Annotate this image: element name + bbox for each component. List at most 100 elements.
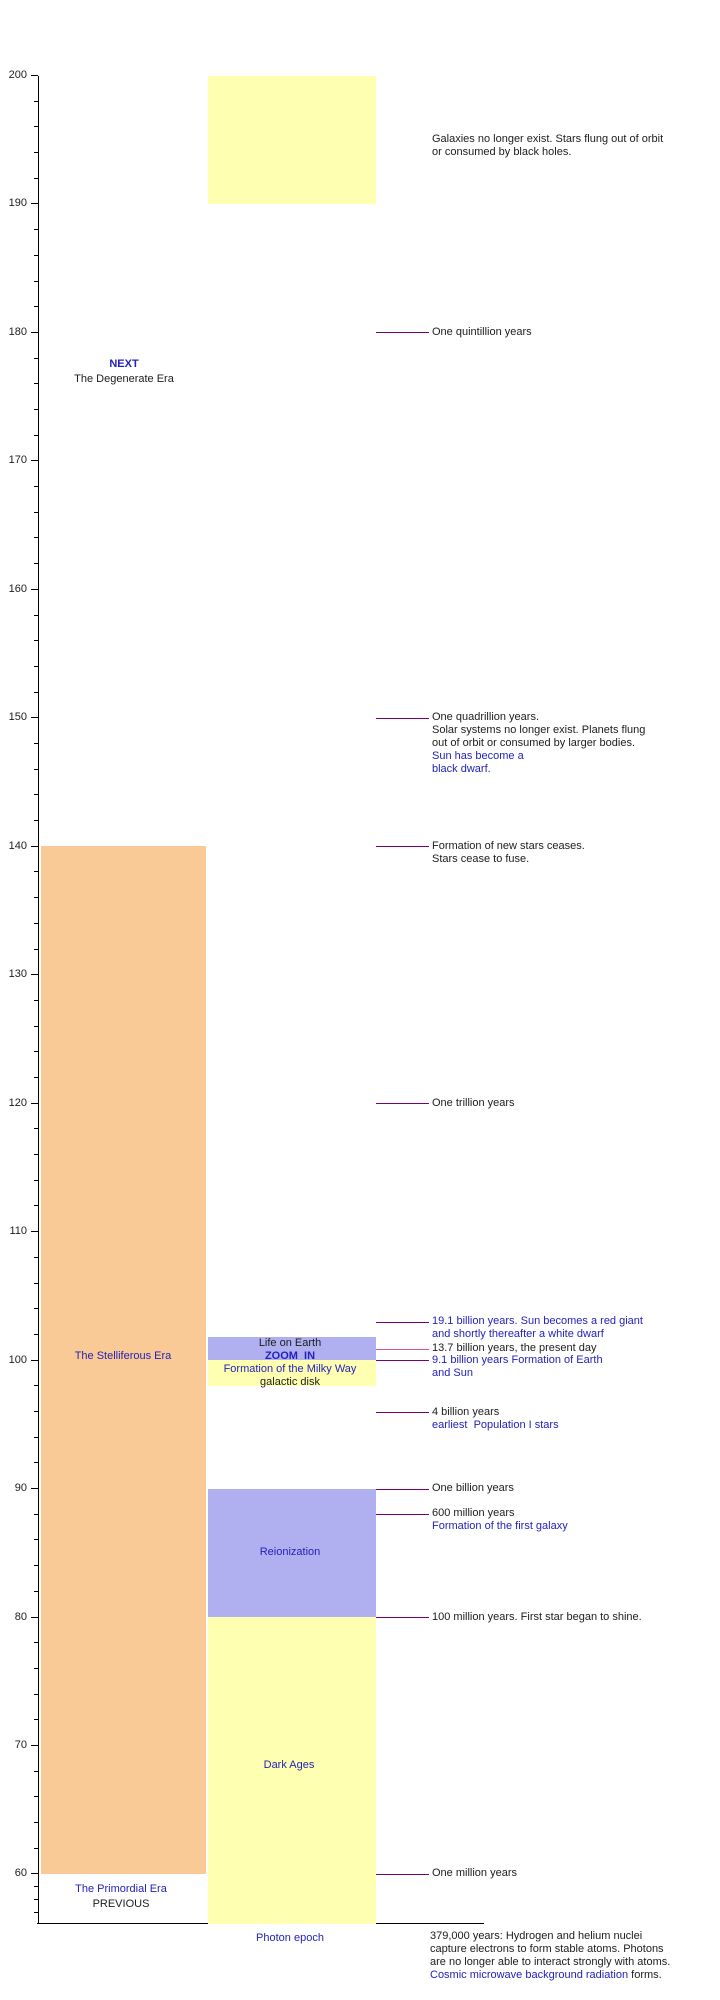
text-line: Sun has become a <box>432 750 645 763</box>
event-line-formation-of-new-stars-ceases <box>376 846 429 848</box>
tick-57 <box>34 1911 38 1913</box>
tick-186 <box>34 254 38 256</box>
text-line: NEXT <box>39 357 209 372</box>
event-text-formation-of-new-stars-ceases: Formation of new stars ceases. Stars ceas… <box>432 840 585 866</box>
tick-122 <box>34 1076 38 1078</box>
text-segment: The Primordial Era <box>75 1883 167 1896</box>
text-line: Cosmic microwave background radiation fo… <box>430 1969 670 1982</box>
label-life-on-earth-stack: Life on Earth ZOOM IN Formation of the Mil… <box>206 1337 374 1389</box>
tick-70 <box>31 1744 38 1746</box>
tick-180 <box>31 331 38 333</box>
text-segment: earliest Population I stars <box>432 1418 559 1431</box>
tick-128 <box>34 999 38 1001</box>
text-line: Dark Ages <box>205 1759 373 1772</box>
text-segment: 19.1 billion years. Sun becomes a red gi… <box>432 1315 643 1328</box>
text-segment: or consumed by black holes. <box>432 146 572 159</box>
tick-label-150: 150 <box>8 711 27 724</box>
text-segment: Solar systems no longer exist. Planets f… <box>432 724 646 737</box>
tick-124 <box>34 1051 38 1053</box>
tick-162 <box>34 563 38 565</box>
tick-200 <box>31 75 38 76</box>
text-segment: One billion years <box>432 1482 514 1495</box>
tick-label-160: 160 <box>8 582 27 595</box>
event-line-9-1-billion-years-formation-of-earth <box>376 1360 429 1362</box>
text-segment: are no longer able to interact strongly … <box>430 1955 671 1968</box>
tick-100 <box>31 1359 38 1361</box>
tick-158 <box>34 614 38 616</box>
text-line: 19.1 billion years. Sun becomes a red gi… <box>432 1315 643 1328</box>
tick-196 <box>34 126 38 128</box>
tick-94 <box>34 1436 38 1438</box>
tick-154 <box>34 665 38 667</box>
text-line: Reionization <box>206 1546 374 1559</box>
text-line: and shortly thereafter a white dwarf <box>432 1328 643 1341</box>
tick-148 <box>34 742 38 744</box>
text-line: are no longer able to interact strongly … <box>430 1956 670 1969</box>
event-line-19-1-billion-years-sun-becomes-a-red-gia <box>376 1321 429 1323</box>
tick-164 <box>34 537 38 539</box>
label-heat-death-note: Galaxies no longer exist. Stars flung ou… <box>432 133 663 159</box>
tick-146 <box>34 768 38 770</box>
text-line: Stars cease to fuse. <box>432 853 585 866</box>
event-text-one-trillion-years: One trillion years <box>432 1097 515 1110</box>
tick-84 <box>34 1565 38 1567</box>
era-block-heat-death <box>208 75 376 204</box>
event-text-4-billion-years: 4 billion years earliest Population I sta… <box>432 1406 559 1432</box>
era-block-life-on-earth <box>208 1336 376 1361</box>
event-text-9-1-billion-years-formation-of-earth: 9.1 billion years Formation of Earth and … <box>432 1354 603 1380</box>
text-line: Formation of new stars ceases. <box>432 840 585 853</box>
label-reionization-label: Reionization <box>206 1546 374 1559</box>
tick-176 <box>34 383 38 385</box>
tick-118 <box>34 1128 38 1130</box>
tick-194 <box>34 152 38 154</box>
tick-174 <box>34 408 38 410</box>
event-text-one-billion-years: One billion years <box>432 1482 514 1495</box>
event-text-13-7-billion-years-the-present-day: 13.7 billion years, the present day <box>432 1342 597 1355</box>
text-segment: The Degenerate Era <box>74 373 174 386</box>
tick-182 <box>34 306 38 308</box>
text-line: 4 billion years <box>432 1406 559 1419</box>
label-primordial-era: The Primordial Era PREVIOUS <box>38 1882 204 1912</box>
y-axis <box>38 75 39 1924</box>
tick-label-110: 110 <box>9 1225 27 1238</box>
era-block-reionization <box>208 1488 376 1617</box>
tick-184 <box>34 280 38 282</box>
text-line: One billion years <box>432 1482 514 1495</box>
text-line: Life on Earth <box>206 1337 374 1350</box>
event-text-one-quadrillion-years: One quadrillion years. Solar systems no l… <box>432 711 645 776</box>
tick-130 <box>31 974 38 976</box>
tick-188 <box>34 229 38 231</box>
tick-label-180: 180 <box>8 325 27 338</box>
tick-59 <box>34 1886 38 1888</box>
tick-label-100: 100 <box>8 1353 27 1366</box>
tick-192 <box>34 177 38 179</box>
text-segment: out of orbit or consumed by larger bodie… <box>432 737 636 750</box>
event-text-one-quintillion-years: One quintillion years <box>432 326 532 339</box>
text-segment: galactic disk <box>260 1376 320 1389</box>
text-line: The Degenerate Era <box>39 372 209 387</box>
tick-156 <box>34 640 38 642</box>
text-segment: and shortly thereafter a white dwarf <box>432 1328 604 1341</box>
tick-92 <box>34 1462 38 1464</box>
tick-134 <box>34 922 38 924</box>
tick-label-190: 190 <box>8 197 27 210</box>
event-line-one-billion-years <box>376 1488 429 1490</box>
tick-label-140: 140 <box>8 839 27 852</box>
era-block-milky-way-disk <box>208 1360 376 1386</box>
tick-label-90: 90 <box>14 1482 27 1495</box>
event-line-4-billion-years <box>376 1412 429 1414</box>
tick-102 <box>34 1333 38 1335</box>
tick-138 <box>34 871 38 873</box>
event-line-one-quintillion-years <box>376 332 429 334</box>
event-line-600-million-years <box>376 1513 429 1515</box>
label-photon-epoch-label: Photon epoch <box>206 1932 374 1945</box>
text-line: One quadrillion years. <box>432 711 645 724</box>
tick-112 <box>34 1205 38 1207</box>
tick-88 <box>34 1513 38 1515</box>
text-line: Photon epoch <box>206 1932 374 1945</box>
event-line-100-million-years-first-star-began-to-sh <box>376 1617 429 1619</box>
tick-72 <box>34 1719 38 1721</box>
event-line-one-million-years <box>376 1873 429 1875</box>
tick-190 <box>31 203 38 205</box>
